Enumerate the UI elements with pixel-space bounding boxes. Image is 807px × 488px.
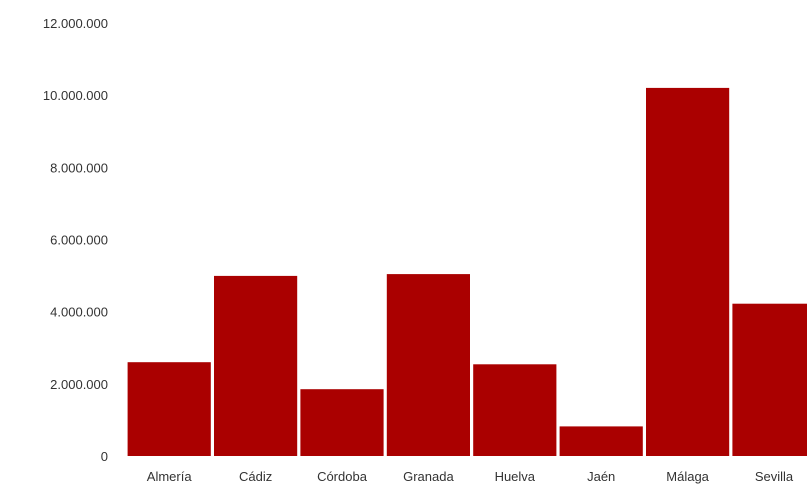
y-tick-label: 10.000.000 xyxy=(43,88,108,103)
bar xyxy=(386,274,470,456)
bar xyxy=(646,87,730,457)
bar xyxy=(559,426,643,456)
x-tick-label: Córdoba xyxy=(317,469,368,484)
x-tick-label: Sevilla xyxy=(755,469,794,484)
bar xyxy=(473,364,557,456)
y-tick-label: 8.000.000 xyxy=(50,160,108,175)
y-tick-label: 2.000.000 xyxy=(50,377,108,392)
y-tick-label: 12.000.000 xyxy=(43,16,108,31)
x-tick-label: Jaén xyxy=(587,469,615,484)
bar xyxy=(214,275,298,456)
bars xyxy=(127,87,807,457)
x-tick-label: Málaga xyxy=(666,469,709,484)
x-tick-label: Huelva xyxy=(495,469,536,484)
y-tick-label: 0 xyxy=(101,449,108,464)
x-tick-label: Granada xyxy=(403,469,454,484)
x-axis: Almería Cádiz Córdoba Granada Huelva Jaén Mála… xyxy=(147,469,794,484)
x-tick-label: Almería xyxy=(147,469,193,484)
x-tick-label: Cádiz xyxy=(239,469,272,484)
y-tick-label: 4.000.000 xyxy=(50,305,108,320)
y-axis: 0 2.000.000 4.000.000 6.000.000 8.000.000 10.… xyxy=(43,16,108,464)
bar xyxy=(127,362,211,456)
bar xyxy=(300,389,384,456)
bar xyxy=(732,303,807,456)
y-tick-label: 6.000.000 xyxy=(50,233,108,248)
